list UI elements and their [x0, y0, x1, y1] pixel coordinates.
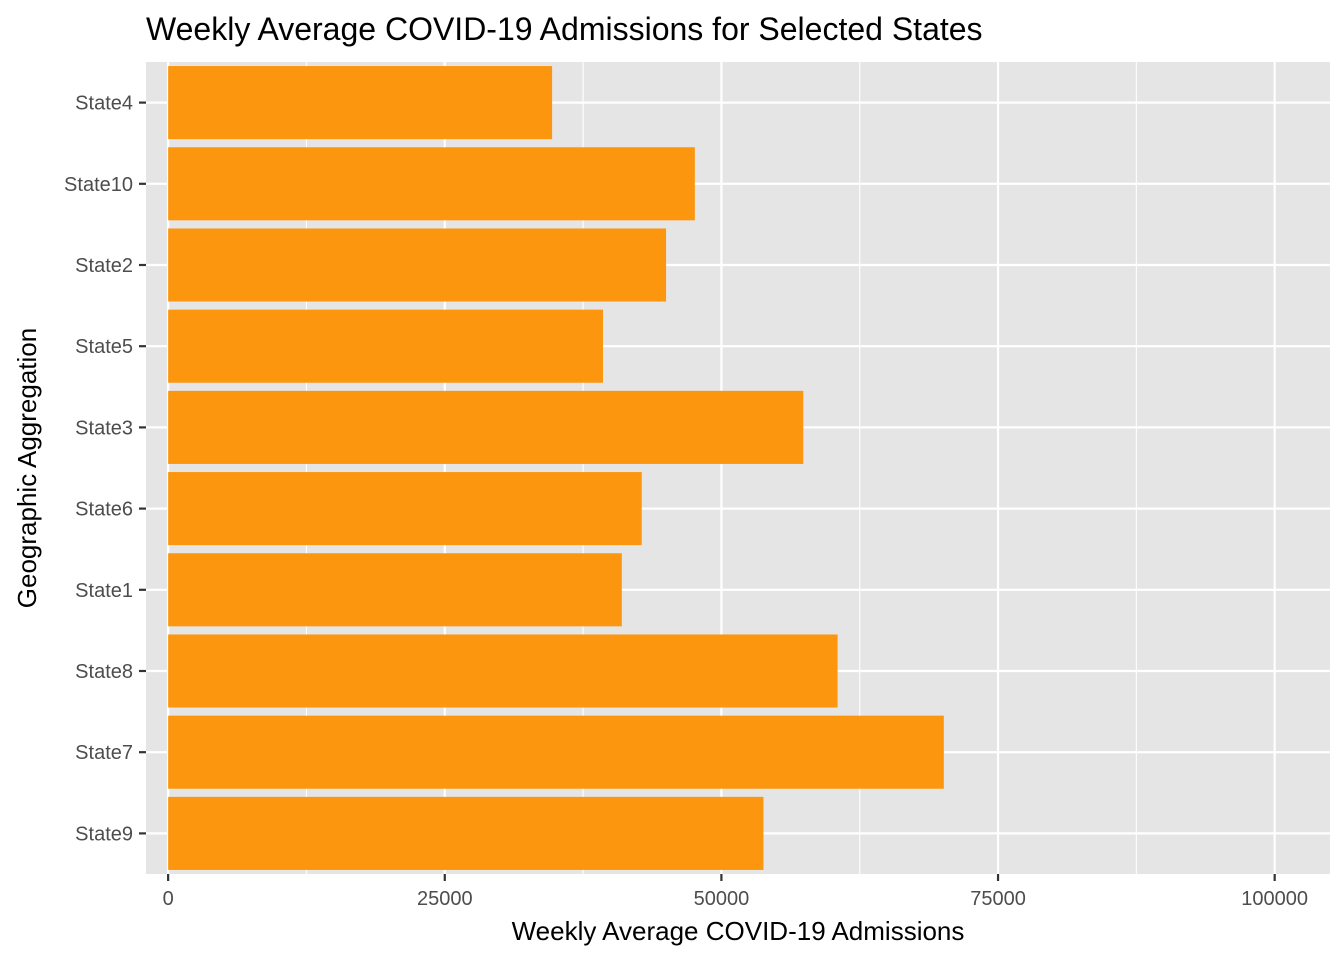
y-axis-title: Geographic Aggregation	[12, 328, 42, 608]
bar-state4	[168, 66, 553, 140]
bar-state8	[168, 634, 838, 708]
bar-state6	[168, 472, 642, 546]
y-axis: State4 State10 State2 State5 State3 State6 Sta…	[64, 93, 146, 845]
x-tick-label: 25000	[417, 888, 473, 910]
x-tick-label: 0	[163, 888, 174, 910]
bars	[168, 66, 944, 870]
y-tick-label: State4	[75, 93, 133, 115]
bar-state3	[168, 390, 804, 464]
x-tick-label: 100000	[1241, 888, 1308, 910]
y-tick-label: State10	[64, 174, 133, 196]
chart-title: Weekly Average COVID-19 Admissions for S…	[146, 11, 983, 47]
y-tick-label: State6	[75, 499, 133, 521]
bar-state2	[168, 228, 667, 302]
x-axis: 0 25000 50000 75000 100000	[163, 874, 1308, 910]
bar-state10	[168, 147, 695, 221]
bar-state7	[168, 715, 944, 789]
grid-lines	[146, 62, 1330, 874]
y-tick-label: State7	[75, 742, 133, 764]
y-tick-label: State3	[75, 417, 133, 439]
x-tick-label: 50000	[694, 888, 750, 910]
y-tick-label: State1	[75, 580, 133, 602]
y-tick-label: State2	[75, 255, 133, 277]
y-tick-label: State5	[75, 336, 133, 358]
x-axis-title: Weekly Average COVID-19 Admissions	[512, 916, 965, 946]
bar-state1	[168, 553, 622, 627]
y-tick-label: State9	[75, 823, 133, 845]
bar-state9	[168, 796, 764, 870]
bar-state5	[168, 309, 604, 383]
y-tick-label: State8	[75, 661, 133, 683]
x-tick-label: 75000	[970, 888, 1026, 910]
